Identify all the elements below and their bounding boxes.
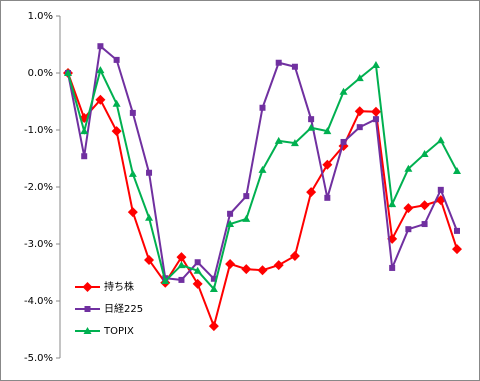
marker	[405, 226, 412, 233]
marker	[356, 124, 363, 131]
marker	[176, 252, 187, 263]
marker	[226, 220, 235, 228]
y-tick-label: -5.0%	[24, 353, 53, 364]
marker	[370, 106, 381, 117]
marker	[241, 264, 252, 275]
marker	[145, 213, 154, 221]
marker	[80, 127, 89, 135]
marker	[274, 136, 283, 144]
marker	[96, 66, 105, 74]
legend-label: TOPIX	[103, 326, 134, 337]
marker	[64, 69, 72, 76]
marker	[129, 109, 136, 116]
marker	[340, 138, 347, 145]
marker	[178, 276, 185, 283]
marker	[111, 126, 122, 137]
marker	[339, 87, 348, 95]
marker	[161, 277, 170, 285]
legend-marker	[84, 306, 91, 312]
marker	[289, 250, 300, 261]
marker	[452, 244, 462, 255]
marker	[225, 258, 236, 269]
marker	[306, 187, 317, 198]
marker	[243, 193, 250, 200]
marker	[273, 260, 284, 271]
marker	[324, 194, 331, 201]
marker	[371, 61, 380, 69]
marker	[322, 159, 333, 170]
marker	[95, 94, 106, 105]
marker	[127, 207, 138, 218]
marker	[307, 123, 316, 131]
legend-marker	[82, 282, 93, 292]
marker	[389, 264, 396, 271]
y-tick-label: -3.0%	[24, 239, 53, 250]
marker	[227, 210, 234, 217]
marker	[404, 164, 413, 172]
marker	[194, 259, 201, 266]
marker	[403, 203, 414, 214]
marker	[436, 136, 445, 144]
marker	[354, 106, 365, 117]
marker	[144, 254, 155, 265]
y-tick-label: 0.0%	[28, 68, 53, 79]
marker	[275, 59, 282, 66]
marker	[355, 74, 364, 82]
marker	[208, 321, 219, 332]
marker	[419, 200, 430, 211]
y-tick-label: -2.0%	[24, 182, 53, 193]
marker	[177, 261, 186, 269]
marker	[291, 63, 298, 70]
marker	[97, 43, 104, 50]
marker	[388, 200, 397, 208]
marker	[308, 116, 315, 123]
marker	[81, 153, 88, 160]
y-tick-label: 1.0%	[28, 11, 53, 22]
marker	[113, 56, 120, 63]
marker	[259, 104, 266, 111]
marker	[209, 285, 218, 293]
legend-marker	[83, 327, 92, 334]
marker	[257, 265, 268, 276]
marker	[128, 169, 137, 177]
marker	[420, 149, 429, 157]
y-tick-label: -1.0%	[24, 125, 53, 136]
marker	[453, 167, 461, 175]
legend-label: 日経225	[104, 302, 143, 315]
marker	[421, 221, 428, 228]
marker	[242, 214, 251, 222]
marker	[193, 266, 202, 274]
legend-label: 持ち株	[104, 280, 134, 293]
marker	[290, 139, 299, 147]
marker	[258, 165, 267, 173]
marker	[210, 275, 217, 282]
marker	[372, 116, 379, 123]
marker	[146, 169, 153, 176]
marker	[323, 127, 332, 135]
marker	[192, 278, 203, 289]
marker	[437, 186, 444, 193]
marker	[454, 227, 460, 234]
y-tick-label: -4.0%	[24, 296, 53, 307]
marker	[112, 99, 121, 107]
